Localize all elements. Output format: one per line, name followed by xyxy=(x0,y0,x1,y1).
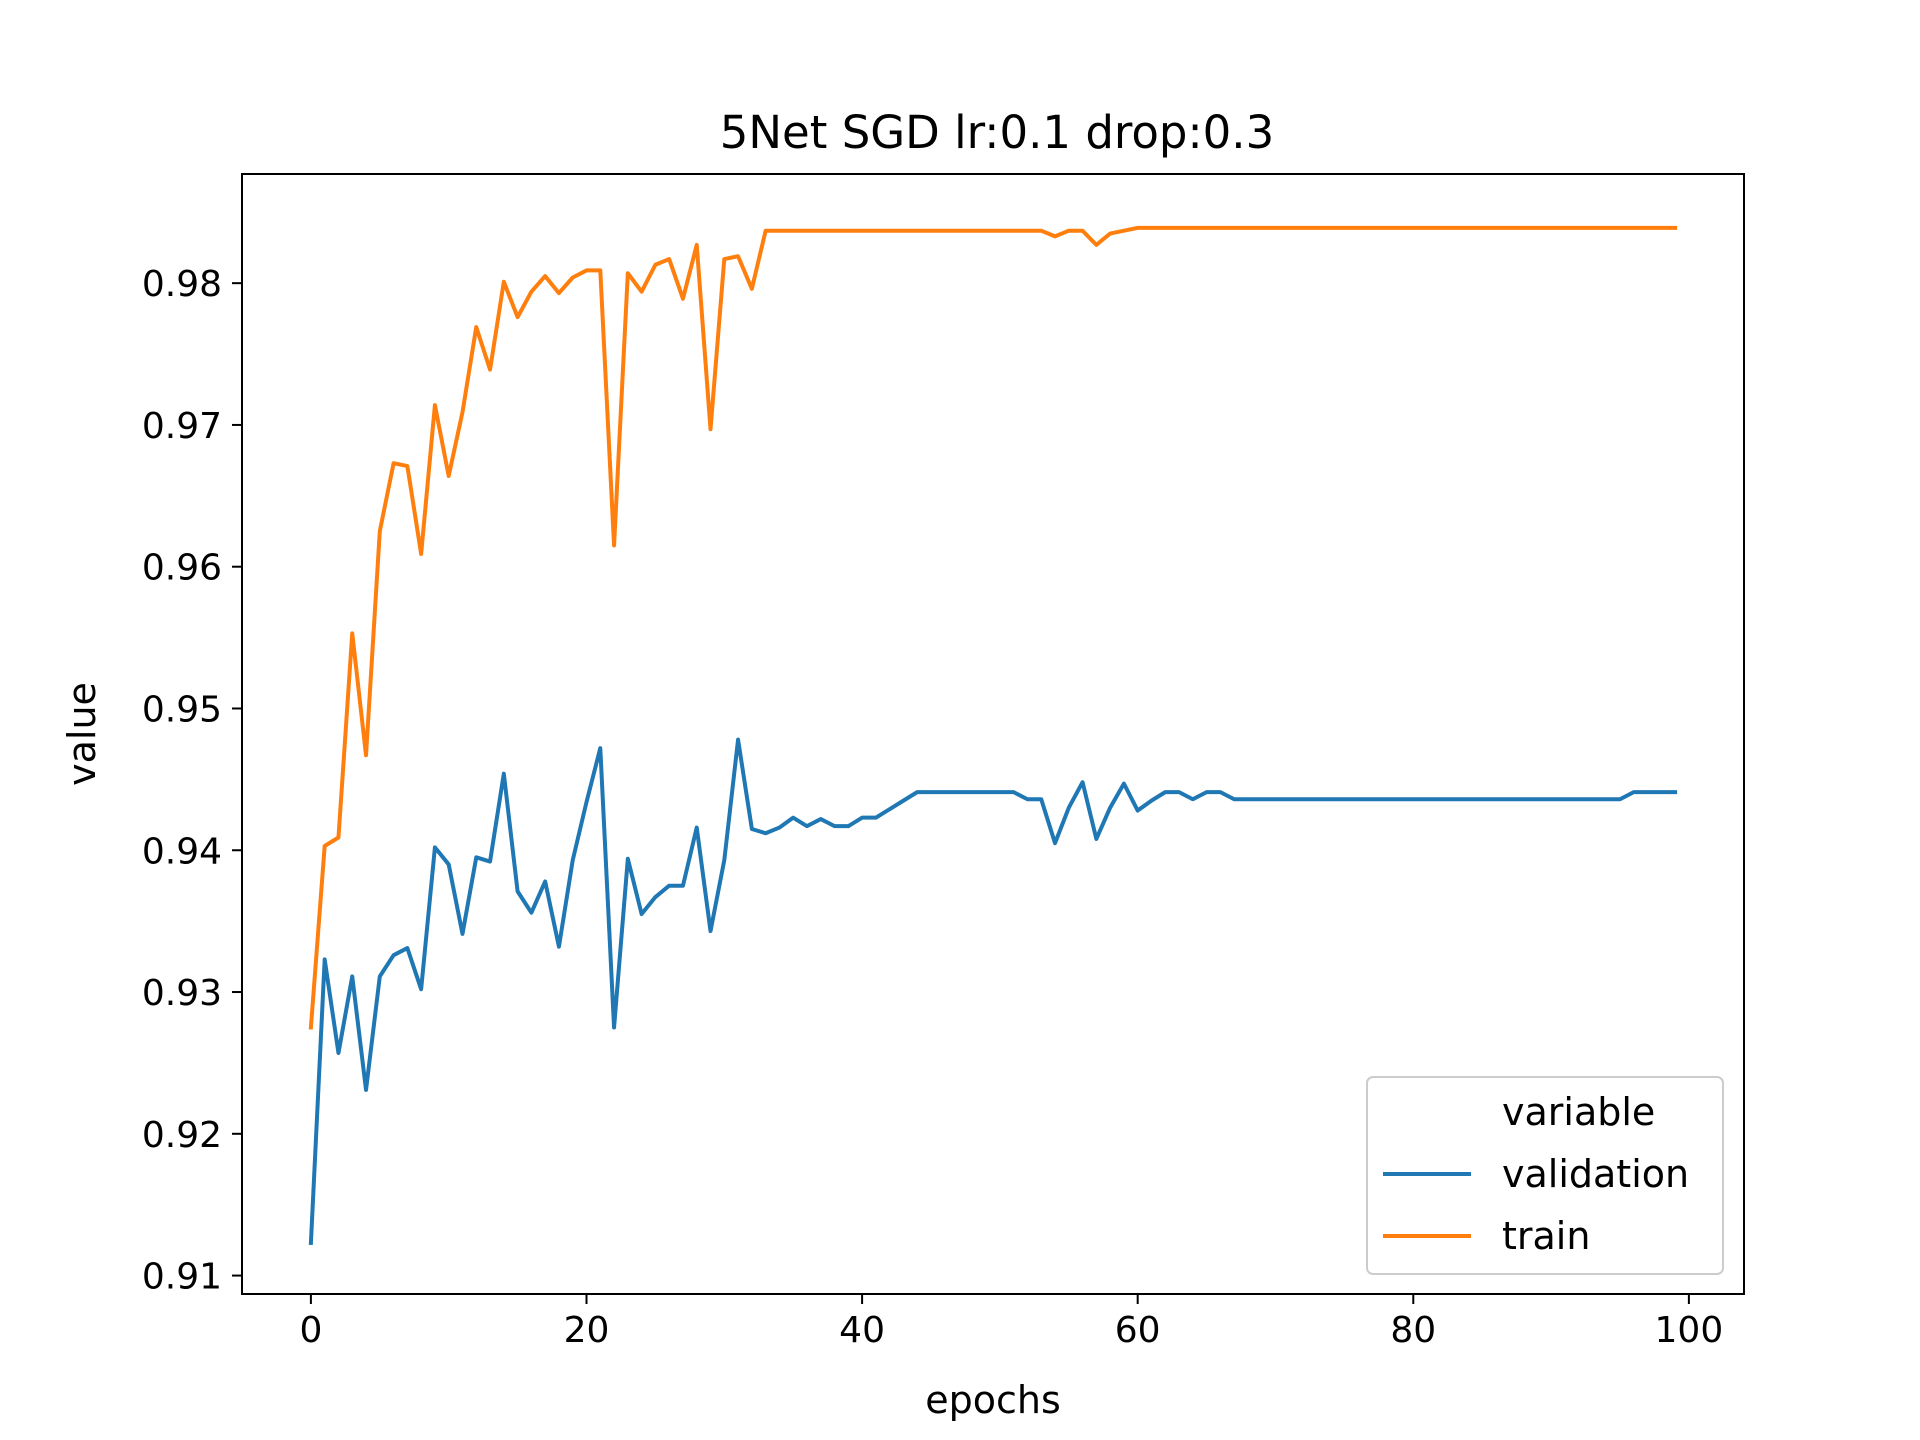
legend-box xyxy=(1366,1076,1724,1275)
series-layer xyxy=(308,225,1678,1246)
x-tick-label: 40 xyxy=(839,1310,885,1351)
y-tick-label: 0.93 xyxy=(142,973,222,1014)
legend: variable validation train xyxy=(1366,1076,1724,1275)
y-tick-label: 0.97 xyxy=(142,406,222,447)
y-tick-label: 0.96 xyxy=(142,548,222,589)
y-axis-label: value xyxy=(60,682,104,786)
legend-title: variable xyxy=(1502,1090,1655,1134)
x-tick-label: 80 xyxy=(1390,1310,1436,1351)
y-tick-label: 0.92 xyxy=(142,1115,222,1156)
y-tick-label: 0.91 xyxy=(142,1257,222,1298)
series-line-validation xyxy=(308,737,1678,1246)
legend-label-train: train xyxy=(1502,1214,1590,1258)
x-tick-label: 60 xyxy=(1115,1310,1161,1351)
chart-title: 5Net SGD lr:0.1 drop:0.3 xyxy=(720,106,1274,159)
x-axis: 0 20 40 60 80 100 xyxy=(299,1294,1723,1351)
x-tick-label: 0 xyxy=(299,1310,322,1351)
y-tick-label: 0.98 xyxy=(142,264,222,305)
x-axis-label: epochs xyxy=(925,1378,1061,1422)
y-tick-label: 0.95 xyxy=(142,689,222,730)
x-tick-label: 20 xyxy=(564,1310,610,1351)
series-line-train xyxy=(308,225,1678,1030)
y-tick-label: 0.94 xyxy=(142,831,222,872)
y-axis: 0.91 0.92 0.93 0.94 0.95 0.96 0.97 0.98 xyxy=(142,264,242,1298)
plot-frame xyxy=(241,173,1745,1295)
legend-label-validation: validation xyxy=(1502,1152,1689,1196)
x-tick-label: 100 xyxy=(1655,1310,1724,1351)
